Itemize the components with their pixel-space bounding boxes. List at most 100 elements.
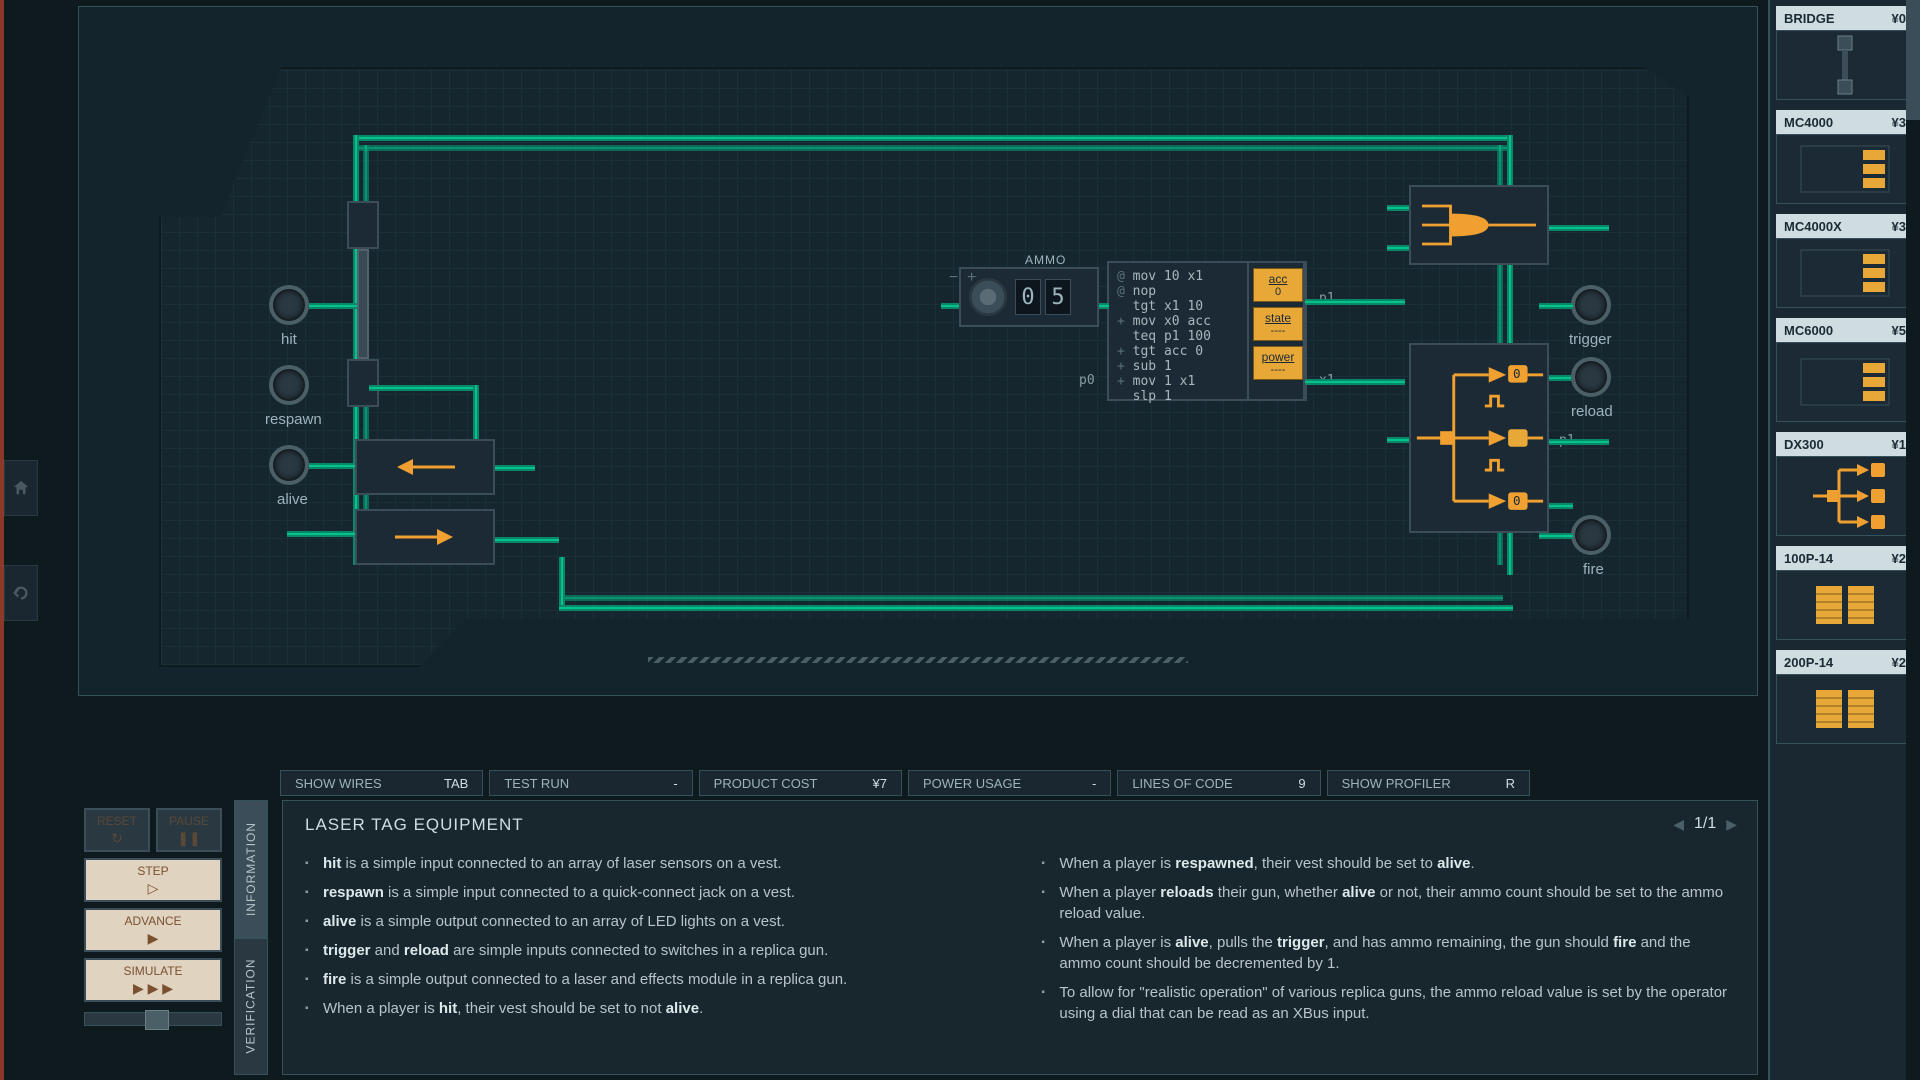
bottom-panel: RESET ↻ PAUSE ❚❚ STEP ▷ ADVANCE ▶ SIMULA… bbox=[78, 800, 1758, 1075]
pager-next[interactable]: ▶ bbox=[1726, 816, 1737, 833]
port-trigger-label: trigger bbox=[1569, 331, 1612, 348]
register-state: state---- bbox=[1253, 307, 1303, 341]
port-reload[interactable] bbox=[1571, 357, 1611, 397]
wire bbox=[1305, 299, 1405, 305]
simulation-controls: RESET ↻ PAUSE ❚❚ STEP ▷ ADVANCE ▶ SIMULA… bbox=[78, 800, 228, 1075]
part-mc4000[interactable]: MC4000¥3 bbox=[1776, 110, 1914, 204]
simulate-label: SIMULATE bbox=[123, 964, 182, 978]
info-item: respawn is a simple input connected to a… bbox=[305, 878, 991, 907]
info-item: When a player is alive, pulls the trigge… bbox=[1041, 928, 1727, 978]
pager-text: 1/1 bbox=[1694, 815, 1716, 833]
step-button[interactable]: STEP ▷ bbox=[84, 858, 222, 902]
home-button[interactable] bbox=[4, 460, 38, 516]
wire bbox=[1387, 245, 1409, 251]
gate-chip-top[interactable] bbox=[1409, 185, 1549, 265]
ammo-digit-1: 5 bbox=[1045, 279, 1071, 315]
pause-icon: ❚❚ bbox=[177, 830, 200, 847]
info-item: When a player is hit, their vest should … bbox=[305, 994, 991, 1023]
left-accent-bar bbox=[0, 0, 4, 1080]
port-respawn-label: respawn bbox=[265, 411, 322, 428]
wire bbox=[1387, 437, 1409, 443]
wire bbox=[359, 145, 1507, 151]
svg-text:0: 0 bbox=[1513, 366, 1521, 381]
status-show-wires[interactable]: SHOW WIRESTAB bbox=[280, 770, 483, 796]
wire bbox=[1539, 533, 1573, 539]
reset-button[interactable]: RESET ↻ bbox=[84, 808, 150, 852]
part-mc4000x[interactable]: MC4000X¥3 bbox=[1776, 214, 1914, 308]
gate-chip-bottom[interactable]: 0 0 0 bbox=[1409, 343, 1549, 533]
part-100p-14[interactable]: 100P-14¥2 bbox=[1776, 546, 1914, 640]
wire bbox=[359, 135, 1507, 141]
port-fire-label: fire bbox=[1583, 561, 1604, 578]
reset-icon: ↻ bbox=[111, 830, 123, 847]
ammo-digit-0: 0 bbox=[1015, 279, 1041, 315]
info-pager: ◀ 1/1 ▶ bbox=[1673, 815, 1737, 833]
home-icon bbox=[12, 479, 30, 497]
step-label: STEP bbox=[137, 864, 168, 878]
port-trigger[interactable] bbox=[1571, 285, 1611, 325]
info-item: When a player is respawned, their vest s… bbox=[1041, 849, 1727, 878]
status-test-run[interactable]: TEST RUN- bbox=[489, 770, 692, 796]
info-item: When a player reloads their gun, whether… bbox=[1041, 878, 1727, 928]
port-hit-label: hit bbox=[281, 331, 297, 348]
wire bbox=[1549, 439, 1609, 445]
reset-label: RESET bbox=[97, 814, 137, 828]
port-alive[interactable] bbox=[269, 445, 309, 485]
part-mc6000[interactable]: MC6000¥5 bbox=[1776, 318, 1914, 422]
status-show-profiler[interactable]: SHOW PROFILERR bbox=[1327, 770, 1530, 796]
info-list-left: hit is a simple input connected to an ar… bbox=[305, 849, 991, 1028]
wire bbox=[1099, 303, 1109, 309]
port-respawn[interactable] bbox=[269, 365, 309, 405]
advance-label: ADVANCE bbox=[124, 914, 181, 928]
part-200p-14[interactable]: 200P-14¥2 bbox=[1776, 650, 1914, 744]
parts-scrollbar-thumb[interactable] bbox=[1906, 0, 1920, 120]
ammo-minus[interactable]: − bbox=[949, 269, 958, 287]
port-hit[interactable] bbox=[269, 285, 309, 325]
info-panel: LASER TAG EQUIPMENT ◀ 1/1 ▶ hit is a sim… bbox=[282, 800, 1758, 1075]
wire bbox=[1549, 225, 1609, 231]
ammo-label: AMMO bbox=[1025, 253, 1066, 267]
simulate-button[interactable]: SIMULATE ▶ ▶ ▶ bbox=[84, 958, 222, 1002]
info-item: To allow for "realistic operation" of va… bbox=[1041, 978, 1727, 1028]
part-bridge[interactable]: BRIDGE¥0 bbox=[1776, 6, 1914, 100]
tab-information[interactable]: INFORMATION bbox=[234, 800, 268, 938]
info-list-right: When a player is respawned, their vest s… bbox=[1041, 849, 1727, 1028]
status-product-cost[interactable]: PRODUCT COST¥7 bbox=[699, 770, 902, 796]
bridge-chip[interactable] bbox=[347, 359, 379, 407]
part-dx300[interactable]: DX300¥1 bbox=[1776, 432, 1914, 536]
status-lines-of-code[interactable]: LINES OF CODE9 bbox=[1117, 770, 1320, 796]
wire bbox=[495, 537, 559, 543]
port-reload-label: reload bbox=[1571, 403, 1613, 420]
parts-scrollbar[interactable] bbox=[1906, 0, 1920, 1080]
wire bbox=[559, 557, 565, 605]
sim-slider[interactable] bbox=[84, 1012, 222, 1026]
port-fire[interactable] bbox=[1571, 515, 1611, 555]
ammo-plus[interactable]: + bbox=[967, 269, 976, 287]
wire bbox=[287, 531, 357, 537]
wire bbox=[559, 595, 1503, 601]
tab-verification[interactable]: VERIFICATION bbox=[234, 938, 268, 1076]
gate-chip-left-2[interactable] bbox=[355, 509, 495, 565]
pause-button[interactable]: PAUSE ❚❚ bbox=[156, 808, 222, 852]
info-item: alive is a simple output connected to an… bbox=[305, 907, 991, 936]
info-item: hit is a simple input connected to an ar… bbox=[305, 849, 991, 878]
advance-button[interactable]: ADVANCE ▶ bbox=[84, 908, 222, 952]
wire bbox=[1549, 375, 1573, 381]
bridge-chip[interactable] bbox=[347, 201, 379, 249]
wire bbox=[941, 303, 959, 309]
registers-chip: acc0state----power---- bbox=[1247, 261, 1305, 401]
advance-icon: ▶ bbox=[148, 930, 159, 947]
status-power-usage[interactable]: POWER USAGE- bbox=[908, 770, 1111, 796]
undo-icon bbox=[12, 584, 30, 602]
pager-prev[interactable]: ◀ bbox=[1673, 816, 1684, 833]
back-button[interactable] bbox=[4, 565, 38, 621]
ammo-chip[interactable]: 0 5 bbox=[959, 267, 1099, 327]
simulate-icon: ▶ ▶ ▶ bbox=[133, 980, 173, 997]
circuit-board-panel: hit respawn alive 0 5 AMMO − + @ mov 10 … bbox=[78, 6, 1758, 696]
gate-chip-left-1[interactable] bbox=[355, 439, 495, 495]
pin-p0: p0 bbox=[1079, 373, 1095, 388]
sim-slider-thumb[interactable] bbox=[145, 1010, 169, 1030]
port-alive-label: alive bbox=[277, 491, 308, 508]
tab-verification-label: VERIFICATION bbox=[244, 959, 258, 1054]
info-item: trigger and reload are simple inputs con… bbox=[305, 936, 991, 965]
